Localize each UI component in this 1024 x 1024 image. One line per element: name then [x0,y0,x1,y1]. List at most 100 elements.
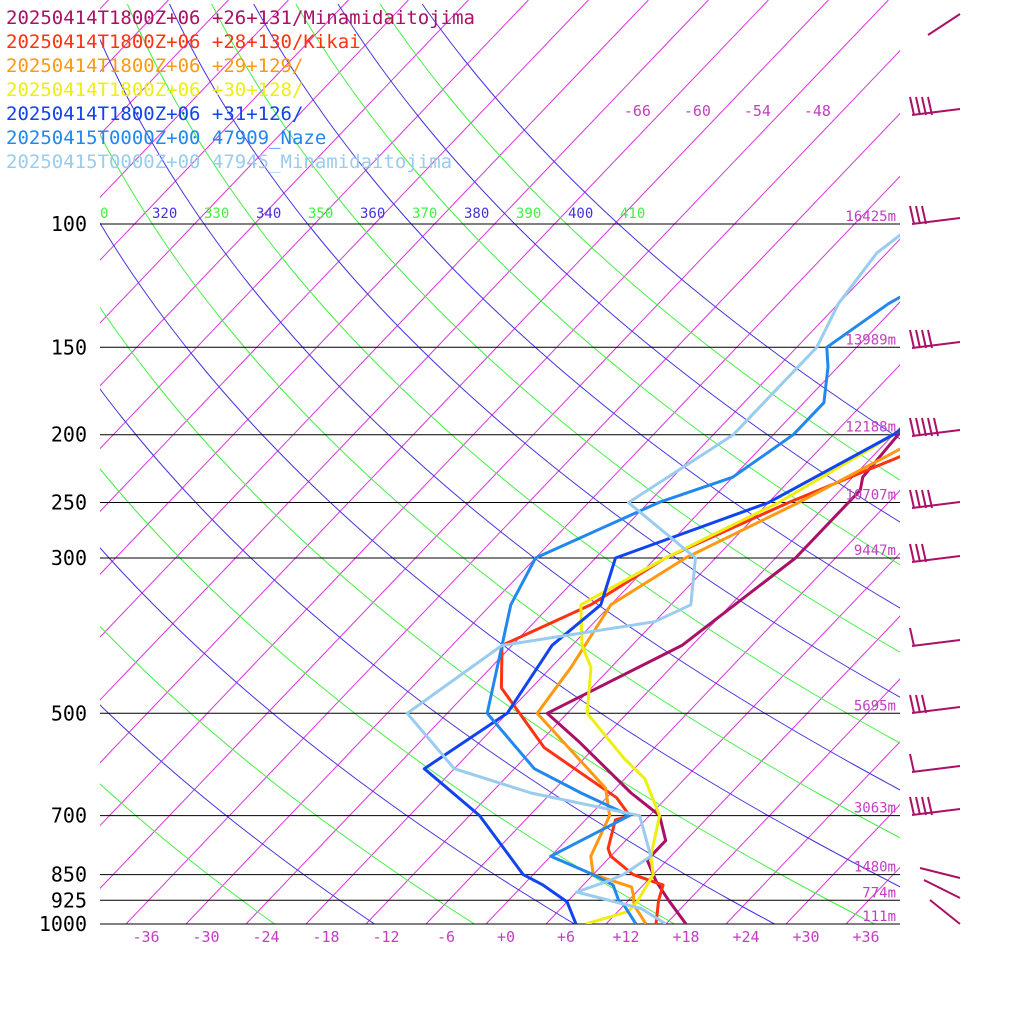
wind-barb-feather [927,796,933,816]
theta-isentrope [337,3,900,523]
wind-barb-feather [921,489,927,509]
wind-barb-feather [909,796,915,816]
theta-isentrope [169,3,900,698]
wind-barb-feather [921,543,927,563]
temperature-tick-label: -24 [252,928,279,946]
wind-barb-feather [915,205,921,225]
pressure-tick-label: 850 [51,863,87,887]
pressure-lines [100,223,900,925]
theta-label: 380 [464,206,489,222]
isotherm [100,0,409,324]
wind-barb-feather [921,205,927,225]
isotherm [605,615,900,924]
height-label: 111m [862,909,896,925]
temperature-tick-label: +6 [557,928,575,946]
wind-barb-feather [915,96,921,116]
theta-isentrope [100,133,900,839]
wind-barb-feather [915,694,921,714]
height-label: 3063m [854,801,896,817]
wind-barb-feather [915,796,921,816]
top-temperature-label: -66 [624,102,651,120]
wind-barb-staff [911,639,961,647]
theta-isentrope [100,704,375,924]
theta-label: 340 [256,206,281,222]
isotherm [100,0,829,764]
theta-label: 330 [204,206,229,222]
background-grid [100,0,1024,924]
temperature-tick-label: +0 [497,928,515,946]
top-temperature-label: -60 [684,102,711,120]
profile-line [499,455,900,924]
height-label: 774m [862,885,896,901]
legend-entry: 20250414T1800Z+06 +29+129/ [6,55,303,77]
theta-label: 320 [152,206,177,222]
isotherm [100,0,769,701]
wind-barb-staff [919,867,961,879]
isotherm [305,301,900,924]
top-temperature-label: -48 [804,102,831,120]
pressure-tick-label: 150 [51,335,87,359]
legend-entry: 20250414T1800Z+06 +26+131/Minamidaitojim… [6,7,475,29]
temperature-tick-label: +36 [852,928,879,946]
theta-isentrope [100,547,575,924]
wind-barb-feather [909,694,915,714]
height-label: 5695m [854,698,896,714]
wind-barb-feather [927,96,933,116]
isotherm [966,0,1024,924]
pressure-tick-label: 100 [51,212,87,236]
height-label: 13989m [845,332,896,348]
profile-line [485,295,900,924]
theta-label: 410 [620,206,645,222]
wind-barb-feather [915,489,921,509]
height-label: 10707m [845,488,896,504]
isotherm [100,0,349,261]
pressure-tick-label: 300 [51,546,87,570]
wind-barb-feather [909,543,915,563]
theta-label: 0 [100,206,108,222]
theta-isentrope [100,38,900,791]
isotherm [100,0,289,199]
wind-barbs [909,13,961,925]
profile-line [535,447,900,924]
isotherm [100,0,649,575]
profile-line [545,430,900,924]
wind-barb-feather [915,417,921,437]
temperature-tick-label: -36 [132,928,159,946]
wind-barb-feather [909,96,915,116]
theta-isentrope [253,3,900,609]
wind-barb-feather [909,627,915,647]
legend: 20250414T1800Z+06 +26+131/Minamidaitojim… [6,7,475,173]
profile-line [405,233,900,924]
isotherm [906,0,1024,924]
wind-barb-feather [909,417,915,437]
wind-barb-staff [923,879,961,899]
isotherm [100,0,589,513]
wind-barb-feather [927,329,933,349]
isotherm [725,741,900,924]
wind-barb-feather [909,489,915,509]
legend-entry: 20250415T0000Z+00 47945_Minamidaitojima [6,151,452,173]
profile-line [579,428,900,924]
isotherm [245,238,900,924]
height-label: 16425m [845,209,896,225]
wind-barb-feather [915,543,921,563]
wind-barb-staff [929,899,961,925]
wind-barb-feather [921,329,927,349]
wind-barb-feather [933,417,939,437]
isotherm [365,364,900,924]
pressure-tick-label: 700 [51,804,87,828]
isotherm [100,0,529,450]
theta-isentrope [126,3,900,744]
pressure-tick-label: 500 [51,701,87,725]
theta-isentrope [100,306,875,924]
wind-barb-feather [909,205,915,225]
legend-entry: 20250414T1800Z+06 +30+128/ [6,79,303,101]
theta-label: 350 [308,206,333,222]
temperature-tick-label: +12 [612,928,639,946]
wind-barb-feather [927,417,933,437]
temperature-tick-label: -6 [437,928,455,946]
wind-barb-feather [915,329,921,349]
temperature-profiles [405,233,900,924]
theta-label: 360 [360,206,385,222]
